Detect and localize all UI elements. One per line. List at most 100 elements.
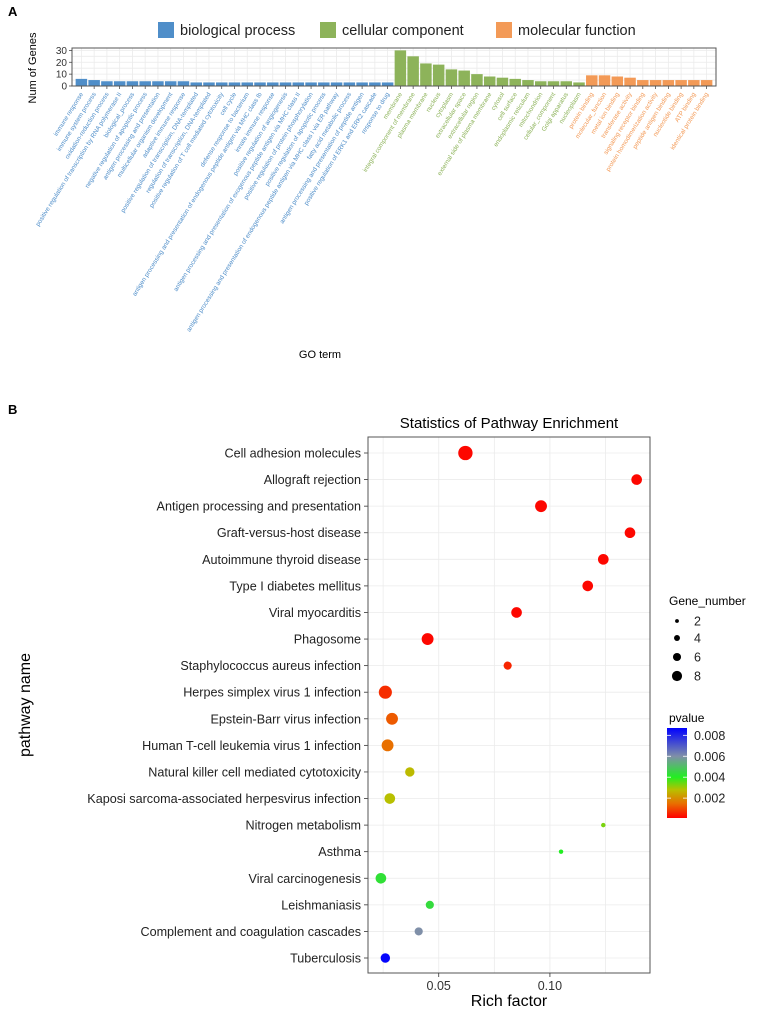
pathway-label: Allograft rejection	[264, 473, 361, 487]
pathway-label: Human T-cell leukemia virus 1 infection	[142, 739, 361, 753]
bar	[586, 75, 598, 86]
pathway-label: Type I diabetes mellitus	[229, 579, 361, 593]
bar	[534, 81, 547, 86]
bar	[305, 82, 317, 86]
pathway-label: Autoimmune thyroid disease	[202, 553, 361, 567]
size-legend-dot	[675, 619, 679, 623]
pathway-panel-border	[367, 436, 651, 974]
bar	[458, 70, 470, 86]
y-tick-label: 30	[56, 46, 68, 57]
go-x-axis-label: GO term	[299, 349, 341, 361]
gene-number-legend-title: Gene_number	[669, 594, 746, 608]
bar	[190, 82, 202, 86]
y-tick-label: 20	[56, 58, 68, 69]
pathway-label: Tuberculosis	[290, 952, 361, 966]
pathway-point	[421, 633, 434, 645]
bar	[432, 64, 445, 86]
bar	[279, 82, 292, 86]
colorbar-label: 0.008	[694, 729, 725, 743]
bar	[662, 80, 675, 86]
bar	[496, 77, 509, 86]
pathway-point	[601, 822, 606, 828]
pathway-point	[511, 607, 522, 618]
pathway-point	[386, 712, 398, 725]
pathway-x-axis-label: Rich factor	[471, 993, 548, 1010]
pvalue-legend: 0.008 0.006 0.004 0.002	[667, 729, 725, 806]
pathway-label: Graft-versus-host disease	[217, 526, 361, 540]
bar	[254, 82, 266, 86]
bar	[126, 81, 139, 86]
bar	[598, 75, 611, 86]
pathway-label: Viral myocarditis	[269, 606, 361, 620]
bar	[483, 76, 496, 86]
bar	[649, 80, 662, 86]
pathway-label: Herpes simplex virus 1 infection	[183, 686, 361, 700]
bar	[215, 82, 228, 86]
pathway-label: Viral carcinogenesis	[249, 872, 361, 886]
pathway-point	[414, 927, 423, 936]
bar	[292, 82, 305, 86]
bar	[394, 50, 407, 86]
pathway-label: Nitrogen metabolism	[246, 819, 362, 833]
colorbar-label: 0.002	[694, 792, 725, 806]
bar	[407, 56, 419, 86]
bar	[369, 82, 381, 86]
pathway-label: Staphylococcus aureus infection	[180, 659, 361, 673]
bar	[700, 80, 713, 86]
bar	[637, 80, 649, 86]
bar	[177, 81, 190, 86]
bar	[611, 76, 624, 86]
size-legend-label: 6	[694, 651, 701, 665]
size-legend-dot	[672, 652, 682, 662]
bar	[573, 82, 585, 86]
bar	[203, 82, 215, 86]
size-legend-dot	[671, 670, 683, 682]
pathway-label: Complement and coagulation cascades	[140, 925, 361, 939]
size-legend-label: 2	[694, 615, 701, 629]
colorbar-label: 0.004	[694, 771, 725, 785]
bar	[330, 82, 343, 86]
bar	[228, 82, 241, 86]
bar	[522, 80, 534, 86]
bar	[471, 74, 483, 86]
colorbar-label: 0.006	[694, 750, 725, 764]
legend-swatch	[320, 22, 336, 38]
pathway-point	[582, 580, 594, 592]
panel-label-b: B	[8, 402, 17, 417]
pathway-label: Natural killer cell mediated cytotoxicit…	[148, 765, 361, 779]
bar	[88, 80, 100, 86]
bar	[560, 81, 573, 86]
pathway-point	[458, 445, 473, 461]
pathway-plot-panel	[368, 437, 650, 973]
go-panel-border	[71, 47, 717, 87]
pathway-point	[624, 527, 636, 539]
pathway-point	[597, 553, 609, 565]
size-legend-dot	[674, 635, 680, 641]
gene-number-legend: 2 4 6 8	[671, 615, 701, 684]
pathway-chart-title: Statistics of Pathway Enrichment	[400, 415, 619, 432]
pvalue-legend-title: pvalue	[669, 711, 705, 725]
x-tick-label: 0.05	[427, 979, 451, 993]
go-y-axis-label: Num of Genes	[27, 32, 39, 103]
bar	[164, 81, 177, 86]
size-legend-label: 8	[694, 670, 701, 684]
pathway-point	[558, 849, 564, 854]
pathway-point	[631, 474, 642, 485]
pathway-label: Kaposi sarcoma-associated herpesvirus in…	[87, 792, 361, 806]
pathway-point	[405, 767, 415, 777]
bar	[381, 82, 394, 86]
bar	[152, 81, 164, 86]
pathway-label: Cell adhesion molecules	[224, 447, 361, 461]
bar	[343, 82, 356, 86]
pathway-label: Antigen processing and presentation	[157, 500, 361, 514]
pathway-point	[384, 793, 396, 804]
bar	[267, 82, 279, 86]
pathway-scatter-chart: Cell adhesion molecules Allograft rejecti…	[87, 436, 651, 993]
pvalue-colorbar	[667, 728, 687, 818]
pathway-y-axis-label: pathway name	[17, 653, 34, 757]
y-tick-label: 0	[61, 82, 67, 93]
go-legend: biological process cellular component mole…	[158, 22, 636, 39]
bar	[688, 80, 700, 86]
